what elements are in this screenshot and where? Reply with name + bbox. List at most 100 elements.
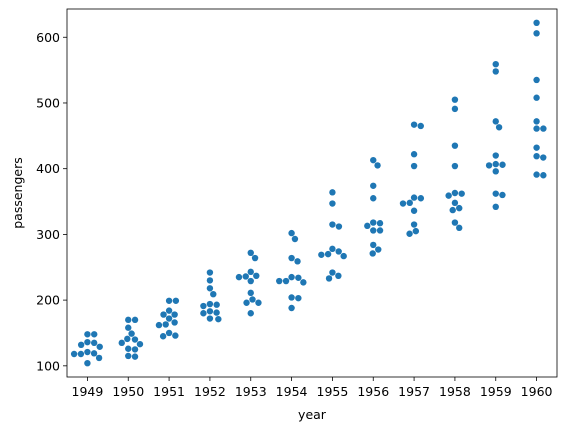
x-axis-ticks: 1949 1950 1951 1952 1953 1954 1955 1956 1957 1958… — [72, 377, 553, 399]
data-point — [165, 297, 173, 304]
data-point — [533, 125, 540, 132]
data-point — [210, 291, 217, 298]
data-point — [451, 189, 459, 197]
x-tick-label: 1952 — [194, 384, 226, 399]
data-point — [540, 125, 547, 132]
data-point — [247, 277, 254, 285]
data-point — [417, 195, 425, 202]
data-point — [329, 245, 336, 253]
data-point — [165, 315, 173, 322]
data-point — [96, 343, 103, 350]
data-point — [329, 200, 336, 207]
data-point — [84, 338, 91, 346]
data-point — [282, 277, 290, 285]
data-point — [125, 345, 132, 352]
data-point — [376, 220, 384, 227]
data-point — [406, 230, 413, 237]
data-point — [374, 162, 381, 169]
data-point — [291, 235, 299, 243]
data-point — [276, 277, 283, 285]
data-point — [288, 229, 295, 237]
data-point — [410, 162, 418, 170]
data-point — [417, 122, 424, 130]
data-point — [171, 319, 178, 326]
y-tick-label: 600 — [36, 30, 60, 45]
x-axis-label: year — [298, 407, 327, 422]
data-point — [451, 105, 459, 113]
data-point — [131, 346, 139, 353]
data-point — [329, 189, 336, 196]
data-point — [451, 96, 459, 103]
data-point — [329, 269, 336, 276]
y-tick-label: 100 — [36, 358, 60, 373]
plot-frame — [66, 8, 558, 378]
data-point — [533, 19, 540, 26]
data-point — [90, 350, 98, 357]
y-axis-label: passengers — [10, 157, 25, 229]
data-point — [364, 222, 371, 230]
data-point — [370, 182, 377, 189]
data-point — [492, 160, 499, 168]
data-point — [492, 190, 499, 197]
data-point — [125, 316, 132, 324]
data-point — [533, 76, 540, 84]
data-point — [533, 153, 540, 160]
data-point — [95, 354, 103, 362]
data-point — [369, 250, 376, 257]
data-point — [70, 350, 78, 358]
data-point — [84, 331, 91, 338]
data-point — [77, 341, 85, 348]
data-point — [251, 254, 259, 262]
x-tick-label: 1951 — [153, 384, 185, 399]
data-point — [247, 310, 254, 317]
data-point — [288, 273, 295, 281]
data-point — [399, 200, 407, 207]
data-point — [255, 299, 262, 306]
data-point — [499, 161, 506, 168]
y-tick-label: 500 — [36, 95, 60, 110]
data-point — [492, 118, 499, 125]
data-point — [458, 190, 465, 197]
data-point — [131, 316, 139, 324]
data-point — [533, 118, 540, 125]
data-point — [247, 289, 254, 297]
data-point — [533, 144, 540, 151]
data-point — [335, 248, 342, 255]
data-point — [295, 274, 302, 281]
data-point — [215, 315, 222, 323]
data-point — [410, 151, 418, 158]
data-point — [288, 304, 295, 312]
data-point — [324, 250, 332, 258]
data-point — [131, 336, 139, 343]
data-point — [128, 330, 135, 337]
x-tick-label: 1960 — [521, 384, 553, 399]
x-tick-label: 1957 — [398, 384, 430, 399]
data-point — [329, 221, 336, 228]
data-point — [451, 199, 459, 207]
data-point — [451, 142, 459, 149]
data-point — [533, 30, 540, 37]
data-point — [533, 94, 540, 101]
data-point — [131, 353, 139, 360]
data-point — [242, 273, 249, 280]
data-point — [412, 227, 420, 235]
data-point — [370, 241, 377, 249]
data-point — [370, 227, 377, 234]
data-point — [410, 121, 418, 128]
data-point — [160, 311, 167, 318]
data-point — [124, 335, 131, 343]
data-point — [171, 311, 178, 318]
data-point — [206, 277, 214, 284]
data-point — [206, 308, 214, 315]
data-point — [406, 199, 413, 207]
data-point — [300, 279, 307, 286]
data-point — [499, 191, 506, 199]
data-point — [288, 294, 295, 301]
x-tick-label: 1953 — [235, 384, 267, 399]
data-point — [118, 339, 125, 347]
data-point — [540, 154, 547, 161]
data-point — [172, 332, 179, 339]
data-point — [206, 315, 214, 322]
data-point — [206, 300, 214, 308]
data-point — [90, 339, 98, 347]
